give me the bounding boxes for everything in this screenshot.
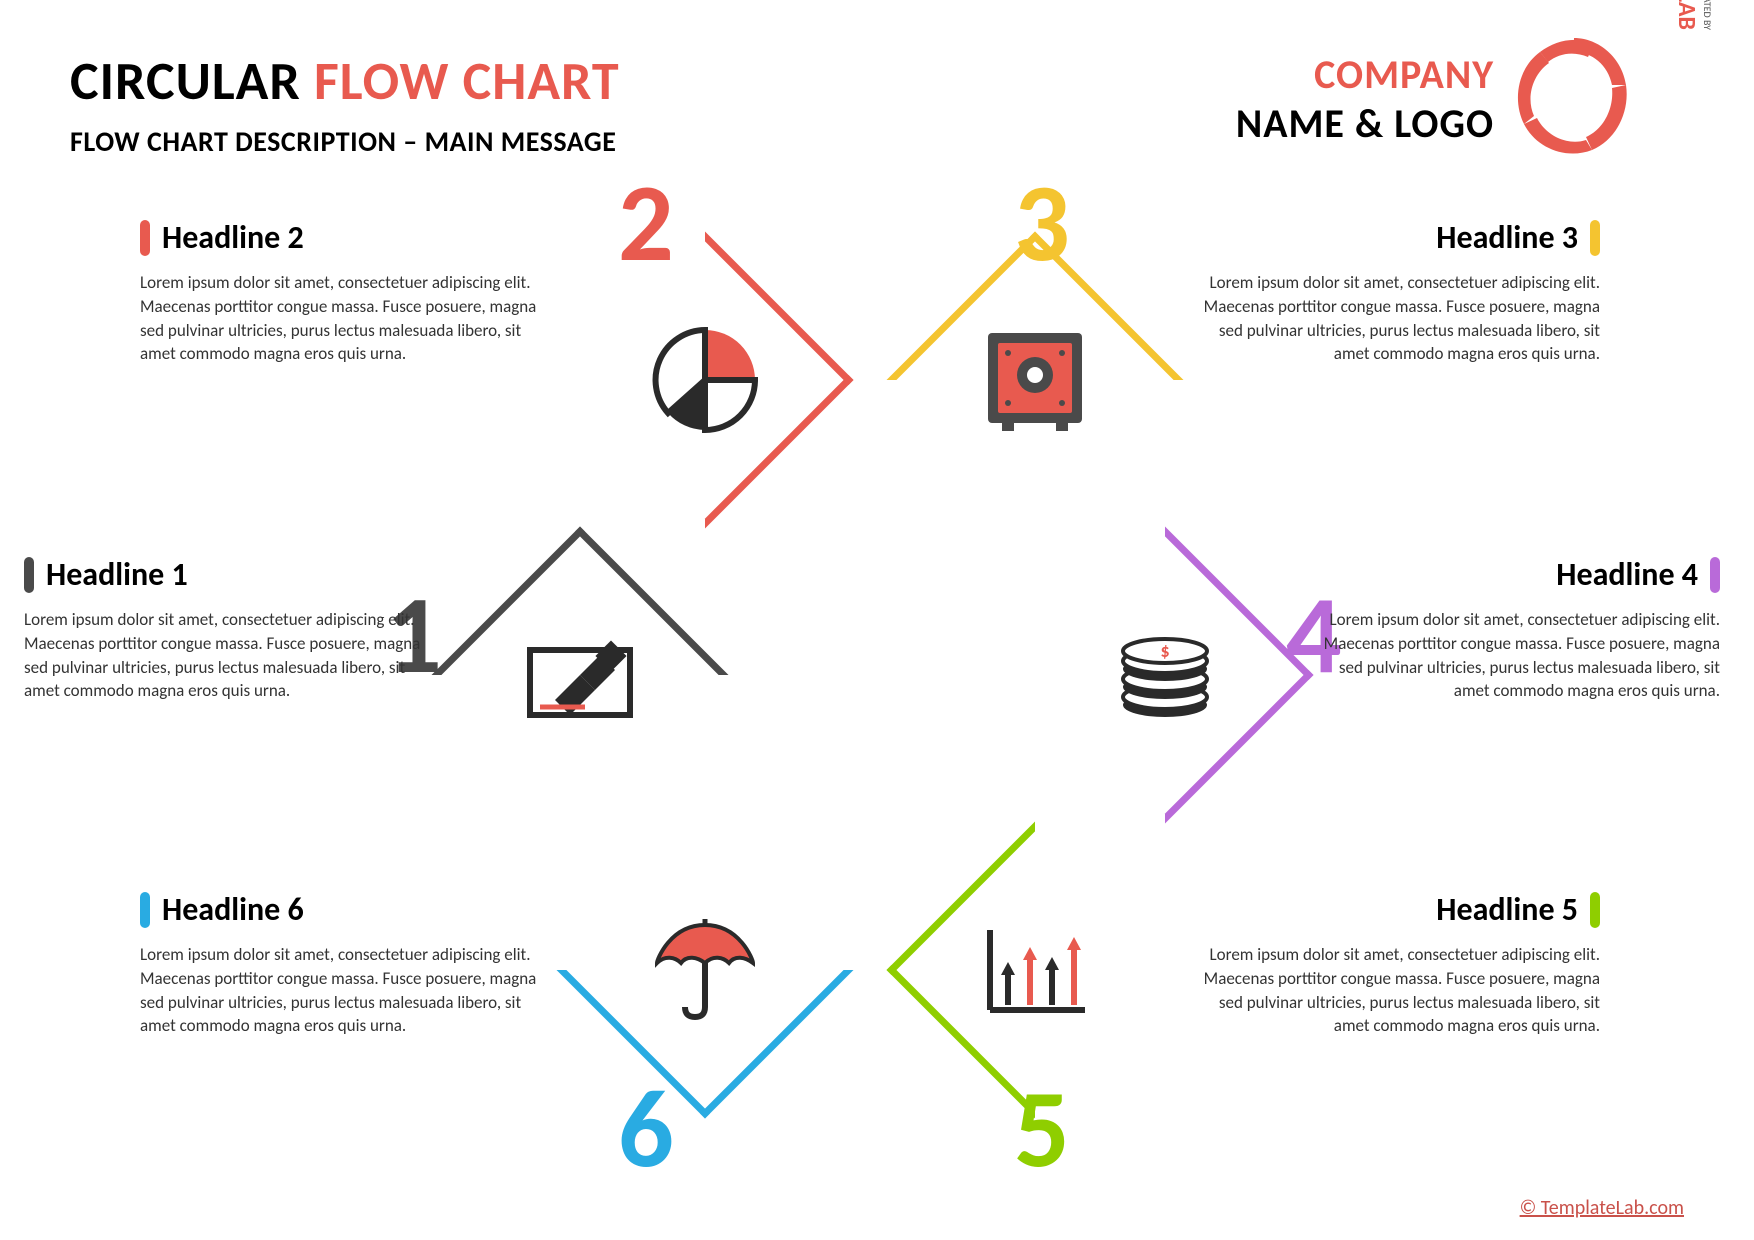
text-block-2: Headline 2 Lorem ipsum dolor sit amet, co… (140, 218, 540, 366)
node-6 (557, 822, 854, 1119)
body-text-5: Lorem ipsum dolor sit amet, consectetuer… (1200, 943, 1600, 1038)
page-title: CIRCULAR FLOW CHART (70, 48, 620, 114)
headline-label-2: Headline 2 (162, 218, 304, 257)
title-block: CIRCULAR FLOW CHART FLOW CHART DESCRIPTI… (70, 48, 620, 159)
headline-label-1: Headline 1 (46, 555, 188, 594)
node-4: $ (1017, 527, 1314, 824)
headline-4: Headline 4 (1320, 555, 1720, 594)
watermark: CREATED BY TemplateLAB (1672, 0, 1714, 30)
headline-bar-1 (24, 557, 34, 593)
coins-icon: $ (1095, 605, 1235, 745)
text-block-1: Headline 1 Lorem ipsum dolor sit amet, co… (24, 555, 424, 703)
headline-1: Headline 1 (24, 555, 424, 594)
title-part2: FLOW CHART (314, 48, 620, 114)
title-part1: CIRCULAR (70, 48, 301, 114)
text-block-6: Headline 6 Lorem ipsum dolor sit amet, co… (140, 890, 540, 1038)
headline-label-4: Headline 4 (1556, 555, 1698, 594)
company-line2: NAME & LOGO (1236, 99, 1494, 148)
headline-5: Headline 5 (1200, 890, 1600, 929)
svg-text:$: $ (1160, 640, 1169, 662)
watermark-created-by: CREATED BY (1701, 0, 1714, 30)
node-number-2: 2 (618, 168, 674, 278)
body-text-1: Lorem ipsum dolor sit amet, consectetuer… (24, 608, 424, 703)
body-text-6: Lorem ipsum dolor sit amet, consectetuer… (140, 943, 540, 1038)
headline-label-5: Headline 5 (1436, 890, 1578, 929)
safe-icon (965, 310, 1105, 450)
node-2 (557, 232, 854, 529)
headline-6: Headline 6 (140, 890, 540, 929)
headline-bar-3 (1590, 220, 1600, 256)
pen-icon (510, 605, 650, 745)
node-number-5: 5 (1014, 1074, 1070, 1184)
node-number-6: 6 (618, 1074, 674, 1184)
watermark-suffix: LAB (1672, 0, 1701, 30)
headline-label-3: Headline 3 (1436, 218, 1578, 257)
body-text-2: Lorem ipsum dolor sit amet, consectetuer… (140, 271, 540, 366)
page-subtitle: FLOW CHART DESCRIPTION – MAIN MESSAGE (70, 124, 620, 159)
headline-label-6: Headline 6 (162, 890, 304, 929)
page: CIRCULAR FLOW CHART FLOW CHART DESCRIPTI… (0, 0, 1754, 1240)
body-text-4: Lorem ipsum dolor sit amet, consectetuer… (1320, 608, 1720, 703)
bars-icon (965, 900, 1105, 1040)
headline-bar-2 (140, 220, 150, 256)
footer-link[interactable]: © TemplateLab.com (1520, 1196, 1684, 1220)
pie-icon (635, 310, 775, 450)
text-block-4: Headline 4 Lorem ipsum dolor sit amet, co… (1320, 555, 1720, 703)
company-logo-icon (1504, 30, 1644, 165)
headline-bar-6 (140, 892, 150, 928)
node-1 (432, 527, 729, 824)
headline-3: Headline 3 (1200, 218, 1600, 257)
headline-bar-4 (1710, 557, 1720, 593)
body-text-3: Lorem ipsum dolor sit amet, consectetuer… (1200, 271, 1600, 366)
text-block-5: Headline 5 Lorem ipsum dolor sit amet, co… (1200, 890, 1600, 1038)
text-block-3: Headline 3 Lorem ipsum dolor sit amet, co… (1200, 218, 1600, 366)
company-block: COMPANY NAME & LOGO (1236, 50, 1494, 148)
node-number-3: 3 (1014, 168, 1070, 278)
headline-bar-5 (1590, 892, 1600, 928)
umbrella-icon (635, 900, 775, 1040)
headline-2: Headline 2 (140, 218, 540, 257)
company-line1: COMPANY (1236, 50, 1494, 99)
